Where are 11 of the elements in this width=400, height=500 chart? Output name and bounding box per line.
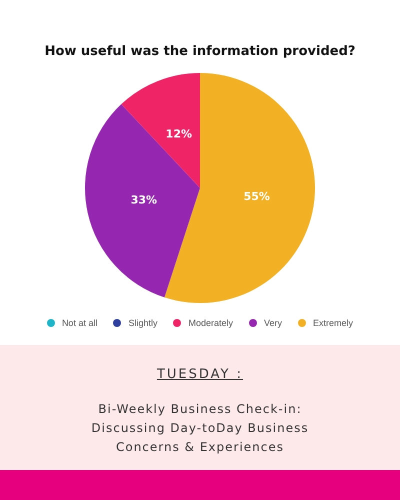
text: Bi-Weekly Business Check-in: Discussing Day-toDay Business Concerns & Experiences — [90, 401, 310, 456]
data-label: 33% — [130, 193, 158, 206]
text: TUESDAY : — [156, 367, 244, 382]
legend-label: Slightly — [127, 318, 158, 328]
legend-label: Extremely — [312, 318, 354, 328]
legend-label: Not at all — [60, 318, 98, 328]
data-label: 55% — [244, 190, 270, 203]
data-label: 12% — [166, 127, 192, 140]
chart-title: How useful was the information provided? — [44, 44, 356, 59]
legend-label: Moderately — [187, 318, 234, 328]
legend-label: Very — [263, 318, 282, 328]
